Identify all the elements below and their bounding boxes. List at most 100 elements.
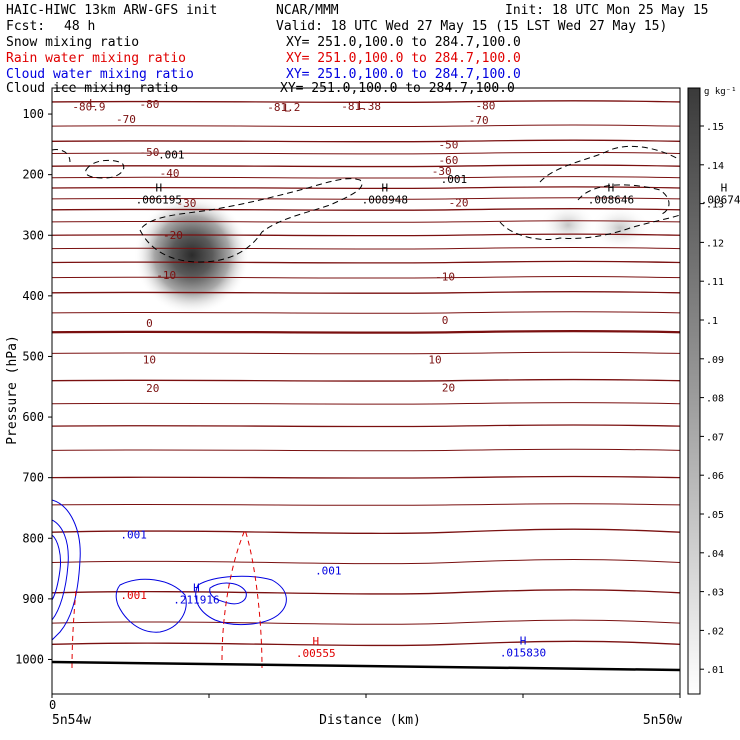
extremum-value: .015830	[500, 646, 546, 659]
x-axis	[51, 694, 681, 698]
contour-label-cloud_water: .001	[315, 565, 342, 578]
extremum-H: H	[312, 635, 319, 648]
temperature-label: -20	[163, 229, 183, 242]
isotherm-45	[52, 558, 680, 565]
fcst-label: Fcst:	[6, 19, 45, 34]
y-tick-label: 700	[22, 471, 44, 485]
ice-contours	[52, 145, 680, 263]
colorbar-tick-label: .05	[706, 510, 724, 521]
colorbar-tick-label: .07	[706, 432, 724, 443]
extremum-value: .006745	[701, 194, 740, 207]
isotherm--55	[52, 176, 680, 179]
cloud-water-contours	[52, 499, 287, 641]
y-tick-label: 400	[22, 289, 44, 303]
extremum-H: H	[520, 634, 527, 647]
isotherm-0	[52, 329, 680, 334]
isotherm--35	[52, 220, 680, 223]
temperature-label: -20	[449, 196, 469, 209]
x-left-label: 5n54w	[52, 713, 91, 728]
colorbar: g kg⁻¹ .15 .14 .13 .12 .11 .1 .09 .08 .07 .06 .05.…	[687, 87, 737, 695]
ice-contour-right-top	[539, 145, 680, 183]
extremum-H: H	[193, 582, 200, 595]
isotherm-15	[52, 402, 680, 405]
isotherm-5	[52, 351, 680, 355]
y-tick-label: 1000	[15, 652, 44, 666]
temperature-label: -81.2	[267, 101, 300, 114]
temperature-label: 0	[442, 314, 449, 327]
temperature-label: -70	[469, 114, 489, 127]
ice-contour-left	[139, 178, 363, 263]
isotherm-30	[52, 475, 680, 479]
isotherm--45	[52, 197, 680, 200]
y-tick-label: 100	[22, 107, 44, 121]
extremum-H: H	[721, 182, 728, 195]
colorbar-tick-label: .12	[706, 238, 724, 249]
snow-shading	[134, 195, 650, 315]
ice-contour-edge	[52, 149, 71, 163]
temperature-label: -80	[139, 98, 159, 111]
rain-contour-1	[221, 528, 263, 669]
y-tick-label: 200	[22, 168, 44, 182]
terrain-line	[51, 660, 681, 672]
temperature-label: 20	[146, 382, 159, 395]
y-tick-label: 900	[22, 592, 44, 606]
y-axis-label: Pressure (hPa)	[5, 335, 20, 445]
field-snow: Snow mixing ratio	[6, 35, 139, 50]
extremum-value: .211916	[173, 594, 219, 607]
isotherm--50	[52, 186, 680, 190]
temperature-label: 0	[146, 317, 153, 330]
colorbar-unit: g kg⁻¹	[704, 87, 737, 97]
temperature-label: -40	[160, 167, 180, 180]
extremum-value: .008646	[588, 194, 634, 207]
colorbar-tick-label: .09	[706, 355, 724, 366]
temperature-label: 10	[143, 353, 156, 366]
colorbar-tick-label: .01	[706, 665, 724, 676]
y-tick-label: 600	[22, 410, 44, 424]
extremum-H: H	[608, 182, 615, 195]
isotherm-10	[52, 378, 680, 382]
x-axis-label: Distance (km)	[319, 713, 421, 728]
field-cloud-water-xy: XY= 251.0,100.0 to 284.7,100.0	[286, 67, 521, 82]
temperature-label: -81.38	[341, 100, 381, 113]
colorbar-tick-label: .02	[706, 626, 724, 637]
isotherm--60	[52, 164, 680, 168]
isotherm--10	[52, 291, 680, 294]
x-right-label: 5n50w	[643, 713, 682, 728]
colorbar-tick-label: .15	[706, 122, 724, 133]
isotherm--5	[52, 311, 680, 314]
field-snow-xy: XY= 251.0,100.0 to 284.7,100.0	[286, 35, 521, 50]
field-rain-xy: XY= 251.0,100.0 to 284.7,100.0	[286, 51, 521, 66]
contour-labels: -80.9 -80 -81.2 -81.38 -80-70 -70-50-40-30-20…	[72, 97, 740, 660]
figure-title: HAIC-HIWC 13km ARW-GFS init	[6, 3, 217, 18]
cloud-water-contour-3	[52, 534, 61, 601]
temperature-label: -30	[432, 165, 452, 178]
x-zero-label: 0	[49, 698, 56, 712]
temperature-label: -80.9	[72, 100, 105, 113]
cloud-water-contour-4	[115, 578, 187, 633]
extremum-H: H	[382, 182, 389, 195]
header: HAIC-HIWC 13km ARW-GFS init NCAR/MMM Ini…	[6, 3, 709, 96]
isotherm--30	[52, 233, 680, 237]
snow-max-shade	[134, 195, 250, 315]
center-label: NCAR/MMM	[276, 3, 339, 18]
isotherm-35	[52, 503, 680, 506]
colorbar-tick-label: .14	[706, 161, 724, 172]
isotherm-40	[52, 528, 680, 534]
colorbar-tick-label: .1	[706, 316, 718, 327]
temperature-label: 10	[428, 353, 441, 366]
isotherm-25	[52, 448, 680, 452]
contour-label-ice: .001	[158, 148, 185, 161]
ice-contour-upper	[85, 159, 125, 179]
colorbar-fill	[687, 87, 701, 695]
isotherm-60	[52, 640, 680, 647]
isotherm--65	[52, 151, 680, 155]
extremum-L: L	[284, 102, 291, 115]
isotherm--15	[52, 276, 680, 279]
temperature-label: -70	[116, 113, 136, 126]
cloud-water-contour-1	[52, 499, 81, 641]
colorbar-tick-label: .03	[706, 588, 724, 599]
extremum-L: L	[89, 97, 96, 110]
isotherm--70	[52, 139, 680, 143]
isotherm--20	[52, 260, 680, 264]
temperature-label: -80	[475, 100, 495, 113]
